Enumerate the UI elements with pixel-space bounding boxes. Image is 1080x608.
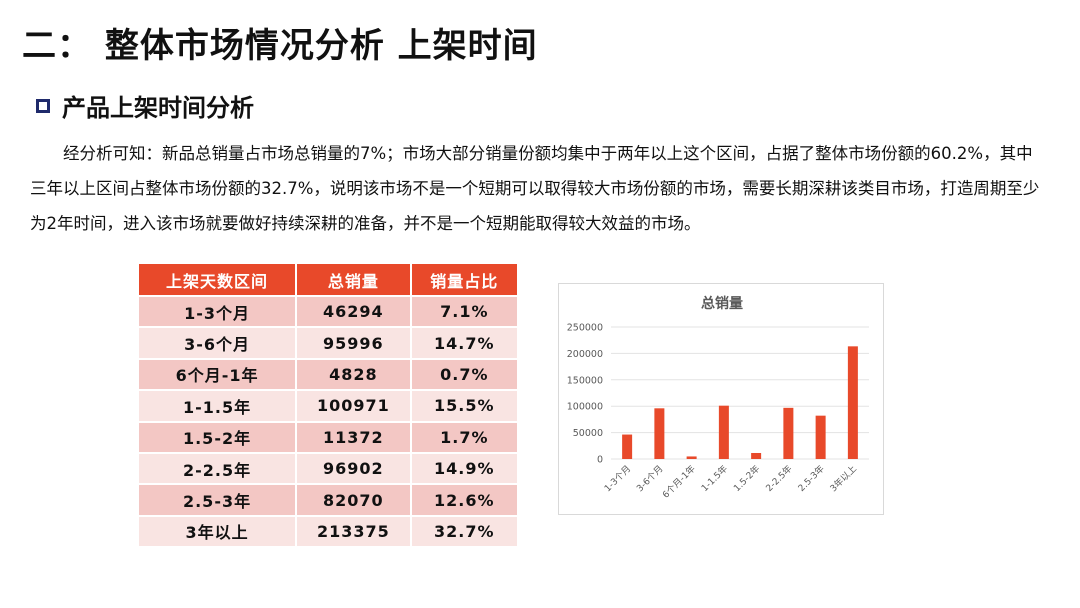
- table-header: 上架天数区间: [136, 262, 298, 297]
- square-bullet-icon: [36, 98, 50, 113]
- bar: [686, 456, 697, 459]
- table-cell: 15.5%: [409, 389, 520, 423]
- x-tick-label: 1-3个月: [602, 463, 633, 494]
- x-tick-label: 3年以上: [827, 463, 859, 495]
- bar: [622, 434, 633, 459]
- bar: [654, 408, 665, 459]
- table-cell: 96902: [295, 451, 412, 486]
- table-cell: 14.7%: [409, 326, 520, 360]
- y-tick-label: 100000: [567, 402, 603, 413]
- bar: [718, 405, 729, 459]
- table-header: 销量占比: [409, 262, 520, 297]
- x-tick-label: 3-6个月: [635, 463, 666, 494]
- bar: [751, 452, 762, 459]
- table-cell: 95996: [295, 326, 412, 360]
- table-cell: 0.7%: [409, 357, 520, 392]
- sales-bar-chart: 总销量 0 50000 100000 150000 200000 250000 1-3个月 3-…: [558, 283, 884, 515]
- bar: [847, 346, 858, 459]
- table-cell: 213375: [295, 514, 412, 549]
- section-heading-label: 产品上架时间分析: [62, 94, 254, 122]
- table-cell: 4828: [295, 357, 412, 392]
- bar: [783, 407, 794, 459]
- table-row: 1-1.5年 100971 15.5%: [136, 389, 520, 423]
- table-row: 2.5-3年 82070 12.6%: [136, 483, 520, 517]
- section-heading: 产品上架时间分析: [36, 88, 254, 123]
- x-tick-label: 2-2.5年: [763, 463, 794, 494]
- y-tick-label: 200000: [567, 349, 603, 360]
- page-title: 二： 整体市场情况分析 上架时间: [22, 26, 538, 66]
- table-cell: 3-6个月: [136, 326, 298, 360]
- x-tick-label: 1-1.5年: [699, 463, 730, 494]
- bar: [815, 415, 826, 459]
- y-tick-label: 50000: [573, 428, 603, 439]
- table-cell: 100971: [295, 389, 412, 423]
- analysis-paragraph: 经分析可知：新品总销量占市场总销量的7%；市场大部分销量份额均集中于两年以上这个…: [30, 144, 1040, 233]
- table-cell: 2.5-3年: [136, 483, 298, 517]
- y-tick-label: 150000: [567, 375, 603, 386]
- y-tick-label: 0: [597, 455, 603, 466]
- table-cell: 82070: [295, 483, 412, 517]
- table-cell: 1.7%: [409, 420, 520, 454]
- table-cell: 1.5-2年: [136, 420, 298, 454]
- table-cell: 7.1%: [409, 294, 520, 329]
- table-cell: 46294: [295, 294, 412, 329]
- table-cell: 2-2.5年: [136, 451, 298, 486]
- table-cell: 12.6%: [409, 483, 520, 517]
- x-tick-label: 2.5-3年: [795, 463, 826, 494]
- y-tick-label: 250000: [567, 323, 603, 334]
- x-tick-label: 1.5-2年: [731, 463, 762, 494]
- table-cell: 11372: [295, 420, 412, 454]
- x-tick-label: 6个月-1年: [660, 463, 698, 501]
- table-row: 1-3个月 46294 7.1%: [136, 294, 520, 329]
- table-row: 6个月-1年 4828 0.7%: [136, 357, 520, 392]
- table-cell: 1-3个月: [136, 294, 298, 329]
- table-cell: 1-1.5年: [136, 389, 298, 423]
- sales-table: 上架天数区间 总销量 销量占比 1-3个月 46294 7.1% 3-6个月 9…: [136, 262, 520, 549]
- table-header-row: 上架天数区间 总销量 销量占比: [136, 262, 520, 297]
- table-cell: 3年以上: [136, 514, 298, 549]
- chart-title: 总销量: [701, 295, 743, 312]
- table-row: 2-2.5年 96902 14.9%: [136, 451, 520, 486]
- table-header: 总销量: [295, 262, 412, 297]
- table-row: 3-6个月 95996 14.7%: [136, 326, 520, 360]
- table-cell: 6个月-1年: [136, 357, 298, 392]
- chart-svg: 总销量 0 50000 100000 150000 200000 250000 1-3个月 3-…: [567, 295, 869, 501]
- table-cell: 32.7%: [409, 514, 520, 549]
- table-row: 3年以上 213375 32.7%: [136, 514, 520, 549]
- table-cell: 14.9%: [409, 451, 520, 486]
- table-row: 1.5-2年 11372 1.7%: [136, 420, 520, 454]
